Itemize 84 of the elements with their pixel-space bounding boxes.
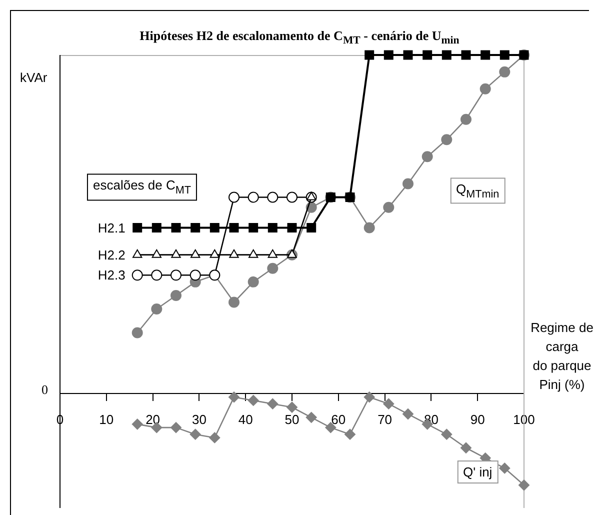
point <box>190 270 201 281</box>
point <box>306 412 317 423</box>
point <box>152 222 162 232</box>
x-tick-label: 70 <box>378 412 392 428</box>
point <box>500 50 510 60</box>
point <box>228 192 240 203</box>
point <box>190 249 200 258</box>
y-axis-title: kVAr <box>20 70 48 85</box>
point <box>402 408 414 420</box>
point <box>441 134 452 146</box>
point <box>286 402 298 413</box>
point <box>132 249 142 258</box>
point <box>422 50 432 60</box>
point <box>383 398 394 410</box>
point <box>461 50 471 60</box>
point <box>480 50 490 60</box>
point <box>267 192 278 203</box>
point <box>518 480 530 491</box>
x-tick-label: 30 <box>192 412 206 428</box>
x-tick-label: 60 <box>331 412 346 428</box>
point <box>364 50 374 60</box>
x-axis-title: Regime de carga do parque Pinj (%) <box>530 319 594 394</box>
point <box>210 249 220 258</box>
point <box>210 222 220 232</box>
point <box>171 222 181 232</box>
point <box>228 392 240 403</box>
point <box>499 462 510 474</box>
point <box>268 222 278 232</box>
point <box>268 249 278 258</box>
point <box>171 249 181 258</box>
legend-title: escalões de C$_{MT}$ <box>86 174 198 200</box>
point <box>228 296 240 308</box>
point <box>229 249 239 258</box>
text: Q$_{MTmin}$ <box>450 178 506 204</box>
point <box>422 151 433 162</box>
point <box>306 192 316 200</box>
point <box>402 178 414 190</box>
point <box>248 249 258 258</box>
series-label: H2.2 <box>98 247 126 262</box>
point <box>151 304 162 315</box>
point <box>170 422 182 434</box>
point <box>287 249 297 258</box>
point <box>383 202 394 213</box>
series-label: H2.1 <box>98 220 126 236</box>
point <box>190 428 201 440</box>
point <box>460 442 472 454</box>
point <box>287 222 297 232</box>
x-tick-label: 100 <box>513 412 535 428</box>
x-tick-label: 40 <box>238 412 253 428</box>
series-label: Q' inj <box>456 460 498 484</box>
x-tick-label: 10 <box>99 412 114 428</box>
point <box>364 392 375 403</box>
point <box>384 50 394 60</box>
point <box>190 222 200 232</box>
point <box>248 276 259 288</box>
point <box>248 394 259 406</box>
point <box>306 222 316 232</box>
point <box>170 270 182 281</box>
point <box>151 270 162 281</box>
point <box>460 114 472 125</box>
point <box>132 327 143 338</box>
text: 0 <box>42 382 48 398</box>
point <box>267 262 278 274</box>
point <box>152 249 162 258</box>
point <box>403 50 413 60</box>
point <box>267 398 278 410</box>
series-label: H2.3 <box>98 268 126 283</box>
chart-title: Hipóteses H2 de escalonamento de C$_{MT}$ - cenário de U$_{min}$ <box>138 28 460 47</box>
point <box>248 222 258 232</box>
point <box>248 192 259 203</box>
point <box>441 428 452 440</box>
point <box>132 222 142 232</box>
point <box>170 290 182 301</box>
point <box>286 192 298 203</box>
point <box>132 418 143 430</box>
point <box>499 66 510 78</box>
point <box>344 428 356 440</box>
point <box>442 50 452 60</box>
point <box>480 83 491 94</box>
point <box>364 222 375 234</box>
point <box>229 222 239 232</box>
x-tick-label: 90 <box>470 412 485 428</box>
x-tick-label: 50 <box>284 412 300 428</box>
point <box>209 432 220 444</box>
